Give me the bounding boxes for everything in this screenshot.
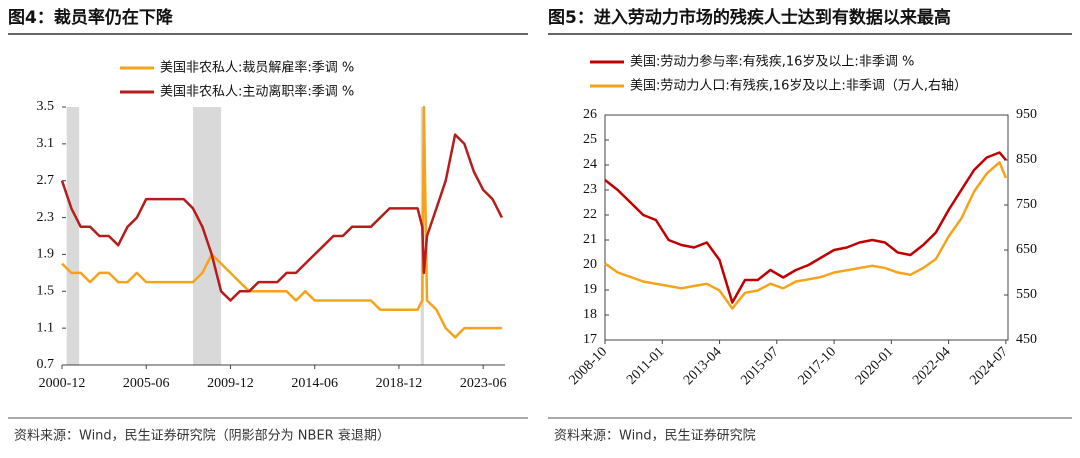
y2-tick-label: 950	[1016, 107, 1037, 122]
legend-label: 美国非农私人:裁员解雇率:季调 %	[160, 60, 354, 76]
series-line	[61, 105, 502, 339]
y-tick-label: 26	[583, 107, 597, 122]
x-tick-label: 2022-04	[910, 344, 954, 388]
recession-shade	[66, 107, 80, 365]
y-tick-label: 1.1	[37, 320, 55, 335]
x-tick-label: 2009-12	[207, 376, 254, 391]
recession-shade	[193, 107, 222, 365]
y-tick-label: 0.7	[37, 357, 55, 372]
y2-tick-label: 550	[1016, 287, 1037, 302]
source-note: 资料来源：Wind，民生证券研究院（阴影部分为 NBER 衰退期）	[14, 428, 390, 444]
x-tick-label: 2005-06	[123, 376, 170, 391]
y2-tick-label: 450	[1016, 332, 1037, 347]
series-line	[60, 133, 504, 302]
x-tick-label: 2023-06	[460, 376, 507, 391]
y-tick-label: 18	[583, 307, 597, 322]
source-note: 资料来源：Wind，民生证券研究院	[554, 428, 756, 444]
x-tick-label: 2014-06	[291, 376, 338, 391]
x-tick-label: 2020-01	[853, 344, 897, 388]
y-tick-label: 1.9	[37, 247, 55, 262]
y-tick-label: 19	[583, 282, 597, 297]
y-tick-label: 21	[583, 232, 597, 247]
plot-frame	[604, 114, 1009, 341]
x-tick-label: 2017-10	[796, 344, 840, 388]
y-tick-label: 3.5	[37, 99, 55, 114]
legend-label: 美国:劳动力参与率:有残疾,16岁及以上:非季调 %	[630, 54, 914, 70]
x-tick-label: 2015-07	[738, 344, 782, 388]
series-line	[604, 151, 1007, 304]
x-tick-label: 2013-04	[681, 344, 725, 388]
series-line	[604, 161, 1008, 310]
y-tick-label: 24	[583, 157, 597, 172]
y-tick-label: 17	[583, 332, 597, 347]
y2-tick-label: 850	[1016, 152, 1037, 167]
x-tick-label: 2008-10	[566, 344, 610, 388]
y-tick-label: 22	[583, 207, 597, 222]
x-tick-label: 2024-07	[967, 344, 1011, 388]
y-tick-label: 20	[583, 257, 597, 272]
y-tick-label: 25	[583, 132, 597, 147]
y-tick-label: 3.1	[37, 136, 55, 151]
y-tick-label: 1.5	[37, 284, 55, 299]
y2-tick-label: 650	[1016, 242, 1037, 257]
x-tick-label: 2000-12	[39, 376, 86, 391]
y-tick-label: 23	[583, 182, 597, 197]
x-tick-label: 2018-12	[376, 376, 423, 391]
y-tick-label: 2.7	[37, 173, 55, 188]
x-tick-label: 2011-01	[624, 344, 667, 387]
y-tick-label: 2.3	[37, 210, 55, 225]
y2-tick-label: 750	[1016, 197, 1037, 212]
chart-title: 图5：进入劳动力市场的残疾人士达到有数据以来最高	[548, 7, 951, 28]
legend-label: 美国非农私人:主动离职率:季调 %	[160, 84, 354, 100]
legend-label: 美国:劳动力人口:有残疾,16岁及以上:非季调（万人,右轴）	[630, 78, 967, 94]
chart-title: 图4：裁员率仍在下降	[8, 7, 174, 28]
